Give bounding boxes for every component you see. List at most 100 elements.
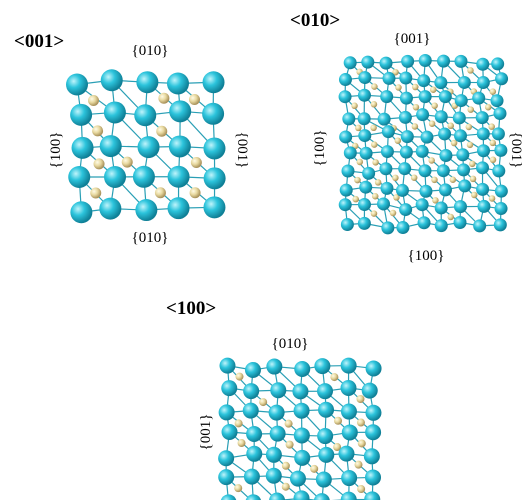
- atom: [203, 137, 225, 159]
- atom: [203, 196, 225, 218]
- atom-small: [234, 484, 242, 492]
- atom-small: [191, 157, 202, 168]
- atom-small: [467, 142, 474, 149]
- atom: [476, 161, 489, 174]
- atom: [477, 144, 490, 157]
- panel-title: <001>: [14, 31, 64, 52]
- atom: [365, 469, 381, 485]
- atom: [222, 424, 238, 440]
- atom-small: [155, 187, 166, 198]
- atom: [494, 218, 507, 231]
- atom: [167, 73, 189, 95]
- panel-title: <010>: [290, 10, 340, 31]
- atom-small: [371, 101, 378, 108]
- atom-small: [490, 157, 497, 164]
- atom: [358, 112, 371, 125]
- atom: [380, 90, 393, 103]
- atom-small: [88, 95, 99, 106]
- atom-small: [471, 192, 478, 199]
- atom-small: [429, 120, 436, 127]
- atom: [416, 108, 429, 121]
- atom: [435, 201, 448, 214]
- atom: [476, 183, 489, 196]
- atom: [244, 469, 260, 485]
- atom: [341, 165, 354, 178]
- atom: [380, 57, 393, 70]
- atom: [364, 448, 380, 464]
- atom-small: [485, 104, 492, 111]
- atom: [377, 197, 390, 210]
- atom: [338, 446, 354, 462]
- facet-label: {010}: [272, 336, 309, 352]
- atom: [364, 491, 380, 500]
- atom: [270, 426, 286, 442]
- atom: [269, 405, 285, 421]
- atom: [454, 216, 467, 229]
- atom: [290, 471, 306, 487]
- atom: [438, 127, 451, 140]
- atom-small: [466, 124, 473, 131]
- atom: [133, 166, 155, 188]
- atom-small: [371, 83, 378, 90]
- atom: [245, 494, 261, 500]
- atom-small: [469, 161, 476, 168]
- atom: [204, 167, 226, 189]
- atom: [342, 424, 358, 440]
- atom-small: [238, 439, 246, 447]
- atom: [435, 219, 448, 232]
- atom-small: [470, 176, 477, 183]
- atom: [68, 166, 90, 188]
- atom-small: [352, 196, 359, 203]
- atom-structures: [66, 54, 508, 500]
- atom: [418, 216, 431, 229]
- facet-label: {001}: [394, 31, 431, 47]
- atom-small: [286, 441, 294, 449]
- atom: [473, 219, 486, 232]
- atom: [246, 426, 262, 442]
- atom-small: [370, 125, 377, 132]
- facet-label: {001}: [508, 132, 524, 169]
- atom: [203, 71, 225, 93]
- atom-small: [355, 125, 362, 132]
- atom: [476, 111, 489, 124]
- atom: [70, 104, 92, 126]
- atom: [437, 55, 450, 68]
- facet-label: {100}: [408, 248, 445, 264]
- atom: [494, 144, 507, 157]
- atom: [491, 94, 504, 107]
- atom: [365, 405, 381, 421]
- atom: [100, 135, 122, 157]
- atom-small: [490, 140, 497, 147]
- atom-small: [467, 106, 474, 113]
- atom: [477, 127, 490, 140]
- atom: [316, 472, 332, 488]
- atom: [398, 162, 411, 175]
- panel-title: <100>: [166, 298, 216, 319]
- atom: [341, 492, 357, 500]
- atom: [294, 427, 310, 443]
- atom: [341, 470, 357, 486]
- atom-small: [448, 123, 455, 130]
- atom: [434, 76, 447, 89]
- atom: [266, 468, 282, 484]
- atom: [270, 382, 286, 398]
- atom-small: [356, 395, 364, 403]
- atom-small: [90, 188, 101, 199]
- atom: [416, 145, 429, 158]
- atom: [340, 380, 356, 396]
- atom: [396, 221, 409, 234]
- atom: [495, 72, 508, 85]
- atom: [458, 179, 471, 192]
- atom-small: [395, 84, 402, 91]
- atom: [294, 450, 310, 466]
- atom-small: [282, 483, 290, 491]
- atom-small: [413, 104, 420, 111]
- atom-small: [310, 465, 318, 473]
- atom: [358, 198, 371, 211]
- atom: [294, 403, 310, 419]
- atom: [340, 184, 353, 197]
- atom: [439, 149, 452, 162]
- atom: [266, 447, 282, 463]
- atom: [491, 57, 504, 70]
- atom-small: [358, 439, 366, 447]
